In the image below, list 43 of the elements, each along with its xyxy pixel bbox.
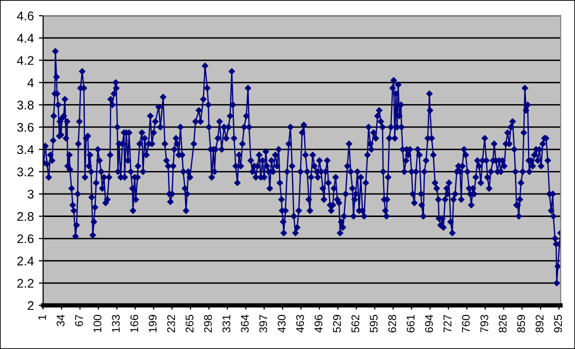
x-tick-label: 100 bbox=[94, 314, 102, 332]
x-tick-label: 760 bbox=[462, 314, 470, 332]
y-tick-label: 2.6 bbox=[17, 234, 34, 244]
y-tick-label: 4.4 bbox=[17, 34, 34, 43]
x-tick-label: 892 bbox=[536, 314, 544, 332]
x-tick-label: 265 bbox=[186, 314, 194, 332]
x-tick-label: 331 bbox=[222, 314, 230, 333]
x-tick-label: 793 bbox=[480, 314, 488, 332]
x-tick-label: 496 bbox=[314, 314, 322, 333]
x-tick-label: 232 bbox=[167, 314, 176, 332]
x-tick-label: 925 bbox=[554, 314, 562, 332]
y-tick-label: 2 bbox=[28, 301, 34, 310]
x-tick-label: 1 bbox=[38, 314, 46, 320]
y-tick-label: 3.8 bbox=[17, 100, 34, 110]
x-tick-label: 694 bbox=[425, 314, 433, 332]
x-tick-label: 529 bbox=[332, 314, 341, 332]
x-tick-label: 166 bbox=[130, 314, 138, 332]
x-tick-label: 859 bbox=[517, 314, 526, 332]
x-tick-label: 727 bbox=[444, 314, 452, 332]
y-tick-label: 3.2 bbox=[17, 167, 34, 176]
y-tick-label: 2.4 bbox=[17, 256, 34, 266]
y-tick-label: 4 bbox=[27, 78, 34, 88]
x-tick-label: 199 bbox=[148, 314, 157, 332]
y-tick-label: 3.4 bbox=[17, 145, 34, 154]
x-tick-label: 397 bbox=[259, 314, 268, 333]
y-tick-label: 4.6 bbox=[17, 12, 34, 20]
x-tick-label: 661 bbox=[406, 314, 415, 332]
y-tick-label: 3 bbox=[28, 190, 34, 199]
y-tick-label: 2.2 bbox=[17, 278, 34, 288]
x-tick-label: 67 bbox=[75, 314, 83, 326]
x-tick-label: 562 bbox=[351, 314, 360, 332]
y-tick-label: 4.2 bbox=[17, 56, 34, 65]
x-tick-label: 463 bbox=[296, 314, 304, 333]
y-tick-label: 3.6 bbox=[17, 122, 34, 132]
x-tick-label: 826 bbox=[498, 314, 507, 332]
y-tick-label: 2.8 bbox=[17, 212, 34, 221]
x-tick-label: 595 bbox=[370, 314, 378, 332]
x-tick-label: 34 bbox=[56, 314, 65, 326]
x-tick-label: 364 bbox=[240, 314, 249, 333]
x-tick-label: 430 bbox=[278, 314, 286, 333]
x-tick-label: 628 bbox=[388, 314, 396, 332]
x-tick-label: 133 bbox=[112, 314, 120, 332]
x-tick-label: 298 bbox=[204, 314, 212, 332]
